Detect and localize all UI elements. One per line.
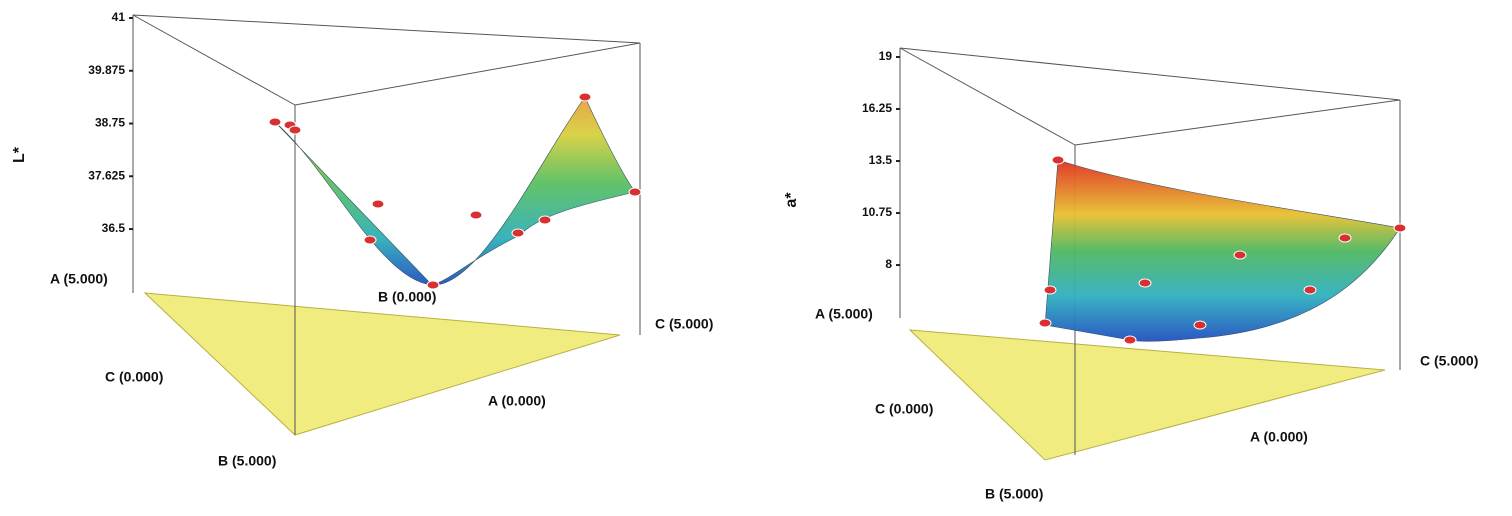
box-edge bbox=[899, 47, 1076, 146]
vertex-label: B (5.000) bbox=[218, 453, 276, 469]
vertex-label: B (0.000) bbox=[378, 289, 436, 305]
design-point bbox=[1233, 250, 1247, 260]
design-point bbox=[469, 210, 483, 220]
vertex-label: A (5.000) bbox=[50, 271, 108, 287]
vertex-label: C (5.000) bbox=[1420, 353, 1478, 369]
vertex-label: C (5.000) bbox=[655, 316, 713, 332]
design-point bbox=[578, 92, 592, 102]
z-tick-label: 38.75 bbox=[95, 116, 125, 130]
response-surface bbox=[1044, 159, 1401, 342]
z-tick-label: 8 bbox=[885, 257, 892, 271]
vertex-label: C (0.000) bbox=[875, 401, 933, 417]
vertex-label: A (0.000) bbox=[1250, 429, 1308, 445]
z-axis-label: a* bbox=[783, 192, 800, 208]
z-tick-label: 16.25 bbox=[862, 101, 892, 115]
design-point bbox=[628, 187, 642, 197]
box-edge bbox=[132, 14, 641, 44]
design-point bbox=[1038, 318, 1052, 328]
box-edge bbox=[294, 42, 641, 106]
design-point bbox=[426, 280, 440, 290]
design-point bbox=[1051, 155, 1065, 165]
design-point bbox=[268, 117, 282, 127]
design-point bbox=[538, 215, 552, 225]
vertex-label: A (5.000) bbox=[815, 306, 873, 322]
vertex-label: A (0.000) bbox=[488, 393, 546, 409]
box-edge bbox=[899, 47, 1401, 101]
design-point bbox=[1138, 278, 1152, 288]
design-point bbox=[1303, 285, 1317, 295]
z-axis-label: L* bbox=[11, 146, 28, 163]
z-tick-label: 39.875 bbox=[88, 63, 125, 77]
design-point bbox=[1043, 285, 1057, 295]
design-point bbox=[288, 125, 302, 135]
design-point bbox=[1338, 233, 1352, 243]
design-point bbox=[1393, 223, 1407, 233]
floor bbox=[143, 292, 621, 436]
z-tick-label: 10.75 bbox=[862, 205, 892, 219]
z-tick-label: 36.5 bbox=[102, 221, 126, 235]
z-tick-label: 41 bbox=[112, 10, 126, 24]
design-point bbox=[371, 199, 385, 209]
z-tick-label: 13.5 bbox=[869, 153, 893, 167]
design-point bbox=[363, 235, 377, 245]
box-edge bbox=[1074, 99, 1401, 146]
design-point bbox=[511, 228, 525, 238]
vertex-label: B (5.000) bbox=[985, 486, 1043, 502]
design-point bbox=[1123, 335, 1137, 345]
design-point bbox=[1193, 320, 1207, 330]
vertex-label: C (0.000) bbox=[105, 369, 163, 385]
box-edge bbox=[132, 14, 296, 106]
z-tick-label: 19 bbox=[879, 49, 893, 63]
floor bbox=[908, 329, 1386, 461]
z-tick-label: 37.625 bbox=[88, 168, 125, 182]
response-surface bbox=[274, 96, 636, 286]
